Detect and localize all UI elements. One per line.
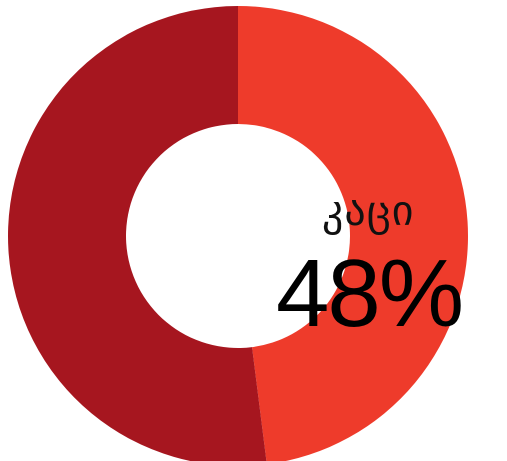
slice-label: კაცი [322, 186, 415, 235]
percentage-value: 48% [276, 240, 464, 347]
donut-slice-2 [8, 6, 267, 461]
donut-slice-1 [238, 6, 468, 461]
donut-slices [8, 6, 468, 461]
